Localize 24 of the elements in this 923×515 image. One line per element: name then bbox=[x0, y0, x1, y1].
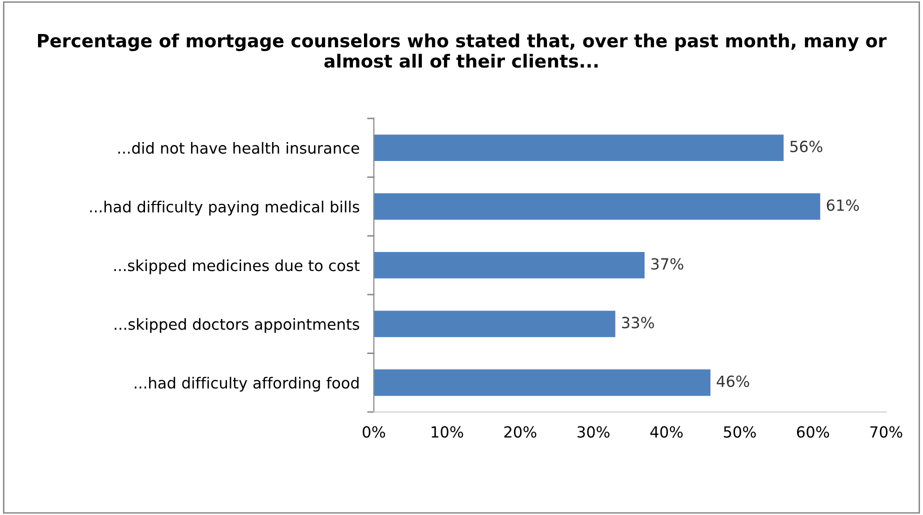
bar bbox=[374, 252, 645, 278]
chart-title: Percentage of mortgage counselors who stated that, over the past month, many or almost all of their clients... bbox=[38, 33, 887, 68]
x-tick-label: 30% bbox=[578, 426, 610, 438]
x-tick-label: 0% bbox=[362, 426, 386, 438]
y-tick-label: ...skipped doctors appointments bbox=[114, 318, 360, 333]
data-label: 61% bbox=[826, 199, 859, 211]
bar bbox=[374, 310, 616, 338]
x-tick-label: 10% bbox=[432, 426, 464, 438]
y-tick-label: ...had difficulty paying medical bills bbox=[90, 200, 360, 216]
bar bbox=[374, 369, 710, 396]
x-tick-label: 70% bbox=[870, 426, 902, 438]
data-label: 33% bbox=[622, 316, 654, 328]
bar bbox=[374, 193, 820, 220]
y-tick-label: ...had difficulty affording food bbox=[134, 376, 359, 392]
data-label: 56% bbox=[790, 140, 822, 152]
data-label: 46% bbox=[716, 376, 750, 388]
x-tick-label: 60% bbox=[796, 426, 830, 438]
y-tick-label: ...did not have health insurance bbox=[118, 142, 360, 154]
x-tick-label: 20% bbox=[504, 426, 536, 438]
y-tick-label: ...skipped medicines due to cost bbox=[114, 259, 360, 274]
x-tick-label: 50% bbox=[724, 426, 756, 438]
data-label: 37% bbox=[651, 258, 684, 270]
x-tick-label: 40% bbox=[650, 426, 683, 438]
bar bbox=[374, 134, 784, 162]
